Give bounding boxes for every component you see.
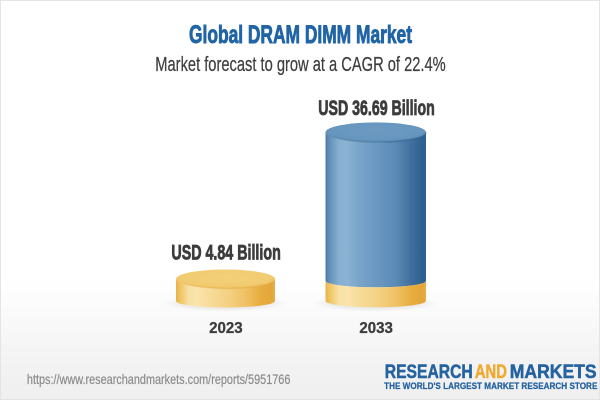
svg-text:USD 4.84 Billion: USD 4.84 Billion: [171, 241, 280, 264]
svg-text:USD 36.69 Billion: USD 36.69 Billion: [318, 97, 435, 120]
svg-text:2023: 2023: [209, 320, 243, 337]
svg-text:RESEARCH: RESEARCH: [385, 362, 473, 383]
svg-text:2033: 2033: [359, 320, 393, 337]
svg-text:THE WORLD'S LARGEST MARKET RES: THE WORLD'S LARGEST MARKET RESEARCH STOR…: [384, 381, 598, 392]
svg-text:https://www.researchandmarkets: https://www.researchandmarkets.com/repor…: [27, 371, 291, 387]
svg-text:MARKETS: MARKETS: [510, 362, 597, 383]
svg-text:Global DRAM DIMM Market: Global DRAM DIMM Market: [189, 21, 412, 49]
svg-text:AND: AND: [475, 362, 507, 383]
svg-text:Market forecast to grow at a C: Market forecast to grow at a CAGR of 22.…: [155, 53, 445, 76]
